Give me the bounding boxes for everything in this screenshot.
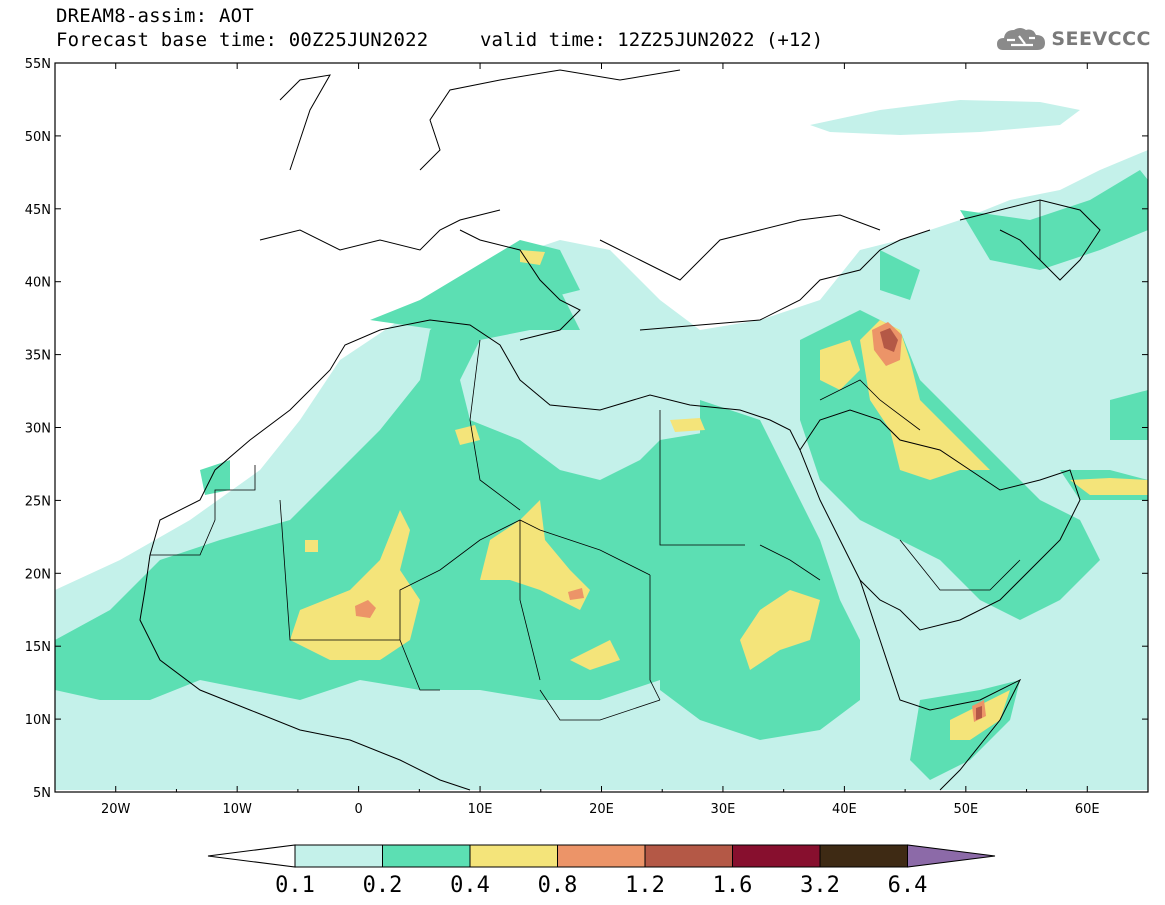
lat-tick-label: 55N bbox=[25, 57, 51, 72]
colorbar-label: 1.2 bbox=[625, 873, 665, 898]
colorbar: 0.1 0.2 0.4 0.8 1.2 1.6 3.2 6.4 bbox=[207, 844, 996, 898]
lat-tick-label: 15N bbox=[25, 640, 51, 655]
lon-axis: 20W 10W 0 10E 20E 30E 40E 50E 60E bbox=[54, 63, 1149, 817]
lon-tick-label: 0 bbox=[354, 802, 362, 817]
seevccc-logo: SEEVCCC bbox=[995, 24, 1151, 54]
colorbar-label: 0.1 bbox=[275, 873, 315, 898]
lon-tick-label: 60E bbox=[1075, 802, 1100, 817]
lon-tick-label: 30E bbox=[711, 802, 736, 817]
colorbar-under-arrow bbox=[207, 844, 296, 868]
valid-time: valid time: 12Z25JUN2022 (+12) bbox=[480, 29, 824, 51]
colorbar-label: 1.6 bbox=[713, 873, 753, 898]
lon-tick-label: 20W bbox=[101, 802, 131, 817]
colorbar-label: 3.2 bbox=[800, 873, 840, 898]
colorbar-label: 0.2 bbox=[363, 873, 403, 898]
colorbar-label: 0.4 bbox=[450, 873, 490, 898]
lat-tick-label: 30N bbox=[25, 422, 51, 437]
lat-tick-label: 35N bbox=[25, 349, 51, 364]
colorbar-label: 6.4 bbox=[888, 873, 928, 898]
borders bbox=[150, 200, 1041, 721]
lat-tick-label: 10N bbox=[25, 713, 51, 728]
colorbar-segment bbox=[732, 844, 821, 868]
colorbar-segment bbox=[644, 844, 733, 868]
lon-tick-label: 40E bbox=[832, 802, 857, 817]
lon-tick-label: 10E bbox=[468, 802, 493, 817]
lat-tick-label: 25N bbox=[25, 494, 51, 509]
colorbar-segment bbox=[557, 844, 646, 868]
lat-tick-label: 45N bbox=[25, 203, 51, 218]
cloud-icon bbox=[997, 28, 1046, 50]
colorbar-segment bbox=[382, 844, 471, 868]
lon-tick-label: 20E bbox=[589, 802, 614, 817]
aot-level-1.2 bbox=[880, 328, 982, 720]
lat-tick-label: 40N bbox=[25, 276, 51, 291]
colorbar-segment bbox=[469, 844, 558, 868]
logo-text: SEEVCCC bbox=[1051, 28, 1151, 50]
colorbar-segment bbox=[819, 844, 908, 868]
colorbar-label: 0.8 bbox=[538, 873, 578, 898]
forecast-base-time: Forecast base time: 00Z25JUN2022 bbox=[56, 29, 429, 51]
lat-tick-label: 20N bbox=[25, 567, 51, 582]
lon-tick-label: 10W bbox=[222, 802, 252, 817]
lat-axis: 5N 10N 15N 20N 25N 30N 35N 40N 45N 50N 55N bbox=[25, 57, 1148, 801]
colorbar-over-arrow bbox=[907, 844, 996, 868]
lat-tick-label: 50N bbox=[25, 130, 51, 145]
aot-field bbox=[55, 63, 1148, 792]
colorbar-segment bbox=[294, 844, 383, 868]
plot-title: DREAM8-assim: AOT bbox=[56, 5, 254, 27]
lon-tick-label: 50E bbox=[953, 802, 978, 817]
lat-tick-label: 5N bbox=[33, 786, 51, 801]
coastlines bbox=[139, 69, 1101, 791]
